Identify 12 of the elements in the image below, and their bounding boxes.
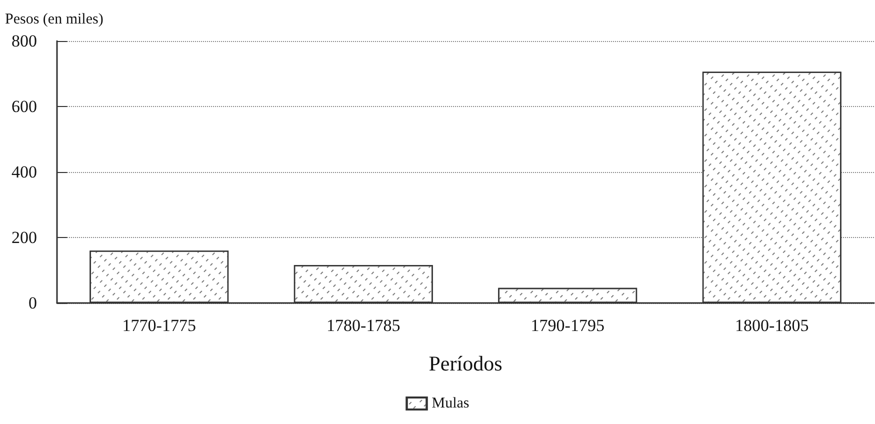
x-tick-label: 1790-1795: [530, 316, 604, 335]
legend-label: Mulas: [432, 396, 470, 412]
y-tick-label: 200: [12, 228, 37, 247]
y-tick-label: 0: [28, 294, 37, 312]
y-tick-label: 600: [12, 97, 37, 116]
x-axis-title: Períodos: [428, 352, 502, 376]
y-tick-label: 800: [12, 32, 37, 50]
y-tick-label: 400: [12, 162, 37, 182]
x-tick-label: 1770-1775: [122, 316, 196, 335]
x-tick-label: 1780-1785: [326, 316, 400, 335]
y-axis-title: Pesos (en miles): [5, 12, 104, 28]
x-tick-label: 1800-1805: [735, 316, 809, 335]
